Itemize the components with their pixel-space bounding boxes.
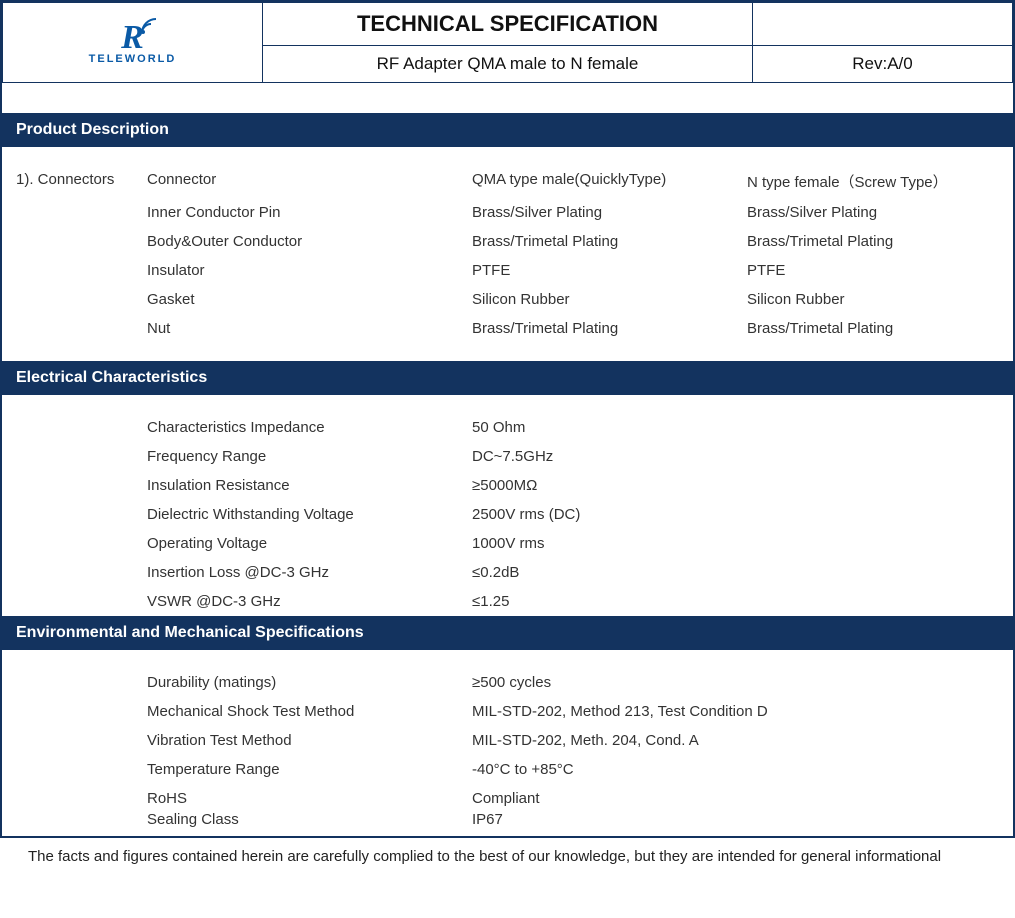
prop-label: Vibration Test Method — [147, 732, 472, 749]
doc-title: TECHNICAL SPECIFICATION — [263, 3, 753, 46]
prop-label: Insulator — [147, 262, 472, 279]
logo-cell: R TELEWORLD — [3, 3, 263, 83]
table-row: Mechanical Shock Test Method MIL-STD-202… — [2, 697, 1013, 726]
value: 50 Ohm — [472, 419, 1013, 436]
table-row: RoHS Compliant — [2, 784, 1013, 809]
table-row: Nut Brass/Trimetal Plating Brass/Trimeta… — [2, 314, 1013, 343]
col-header-prop: Connector — [147, 171, 472, 192]
prop-label: Durability (matings) — [147, 674, 472, 691]
prop-label: Characteristics Impedance — [147, 419, 472, 436]
environmental-content: Durability (matings) ≥500 cycles Mechani… — [2, 650, 1013, 836]
table-row: Insertion Loss @DC-3 GHz ≤0.2dB — [2, 558, 1013, 587]
value-a: Brass/Trimetal Plating — [472, 320, 747, 337]
value-a: Brass/Trimetal Plating — [472, 233, 747, 250]
value: ≥5000MΩ — [472, 477, 1013, 494]
signal-icon — [140, 17, 158, 35]
value-b: Brass/Trimetal Plating — [747, 320, 1013, 337]
value: ≤0.2dB — [472, 564, 1013, 581]
value-a: Brass/Silver Plating — [472, 204, 747, 221]
prop-label: Gasket — [147, 291, 472, 308]
value: ≥500 cycles — [472, 674, 1013, 691]
rev-blank — [753, 3, 1013, 46]
section-heading-product: Product Description — [2, 113, 1013, 147]
section-heading-environmental: Environmental and Mechanical Specificati… — [2, 616, 1013, 650]
value-a: Silicon Rubber — [472, 291, 747, 308]
value: Compliant — [472, 790, 1013, 807]
value: MIL-STD-202, Method 213, Test Condition … — [472, 703, 1013, 720]
value: MIL-STD-202, Meth. 204, Cond. A — [472, 732, 1013, 749]
col-header-b: N type female（Screw Type） — [747, 171, 1013, 192]
table-row: Vibration Test Method MIL-STD-202, Meth.… — [2, 726, 1013, 755]
section-heading-electrical: Electrical Characteristics — [2, 361, 1013, 395]
table-row: Dielectric Withstanding Voltage 2500V rm… — [2, 500, 1013, 529]
table-row: VSWR @DC-3 GHz ≤1.25 — [2, 587, 1013, 610]
disclaimer-text: The facts and figures contained herein a… — [0, 838, 1015, 865]
prop-label: RoHS — [147, 790, 472, 807]
value: IP67 — [472, 811, 1013, 828]
table-row: Temperature Range -40°C to +85°C — [2, 755, 1013, 784]
table-row: Characteristics Impedance 50 Ohm — [2, 413, 1013, 442]
prop-label: Body&Outer Conductor — [147, 233, 472, 250]
value: -40°C to +85°C — [472, 761, 1013, 778]
table-row: Body&Outer Conductor Brass/Trimetal Plat… — [2, 227, 1013, 256]
spec-sheet: R TELEWORLD TECHNICAL SPECIFICATION RF A… — [0, 0, 1015, 838]
prop-label: Frequency Range — [147, 448, 472, 465]
electrical-content: Characteristics Impedance 50 Ohm Frequen… — [2, 395, 1013, 616]
value-b: Silicon Rubber — [747, 291, 1013, 308]
table-row: Inner Conductor Pin Brass/Silver Plating… — [2, 198, 1013, 227]
brand-logo: R TELEWORLD — [89, 19, 177, 65]
table-row: Insulator PTFE PTFE — [2, 256, 1013, 285]
table-row: Operating Voltage 1000V rms — [2, 529, 1013, 558]
prop-label: Dielectric Withstanding Voltage — [147, 506, 472, 523]
value: 2500V rms (DC) — [472, 506, 1013, 523]
doc-subtitle: RF Adapter QMA male to N female — [263, 46, 753, 83]
prop-label: Mechanical Shock Test Method — [147, 703, 472, 720]
connector-header-row: 1). Connectors Connector QMA type male(Q… — [2, 165, 1013, 198]
prop-label: Inner Conductor Pin — [147, 204, 472, 221]
value: ≤1.25 — [472, 593, 1013, 610]
prop-label: Temperature Range — [147, 761, 472, 778]
product-description-content: 1). Connectors Connector QMA type male(Q… — [2, 147, 1013, 361]
value-b: Brass/Trimetal Plating — [747, 233, 1013, 250]
value: DC~7.5GHz — [472, 448, 1013, 465]
table-row: Insulation Resistance ≥5000MΩ — [2, 471, 1013, 500]
value-b: Brass/Silver Plating — [747, 204, 1013, 221]
prop-label: Sealing Class — [147, 811, 472, 828]
spacer — [2, 83, 1013, 113]
prop-label: VSWR @DC-3 GHz — [147, 593, 472, 610]
value-b: PTFE — [747, 262, 1013, 279]
prop-label: Nut — [147, 320, 472, 337]
col-header-a: QMA type male(QuicklyType) — [472, 171, 747, 192]
prop-label: Insertion Loss @DC-3 GHz — [147, 564, 472, 581]
table-row: Durability (matings) ≥500 cycles — [2, 668, 1013, 697]
table-row: Sealing Class IP67 — [2, 809, 1013, 830]
header-table: R TELEWORLD TECHNICAL SPECIFICATION RF A… — [2, 2, 1013, 83]
value: 1000V rms — [472, 535, 1013, 552]
table-row: Gasket Silicon Rubber Silicon Rubber — [2, 285, 1013, 314]
prop-label: Operating Voltage — [147, 535, 472, 552]
group-label: 1). Connectors — [2, 171, 147, 192]
table-row: Frequency Range DC~7.5GHz — [2, 442, 1013, 471]
doc-revision: Rev:A/0 — [753, 46, 1013, 83]
value-a: PTFE — [472, 262, 747, 279]
prop-label: Insulation Resistance — [147, 477, 472, 494]
